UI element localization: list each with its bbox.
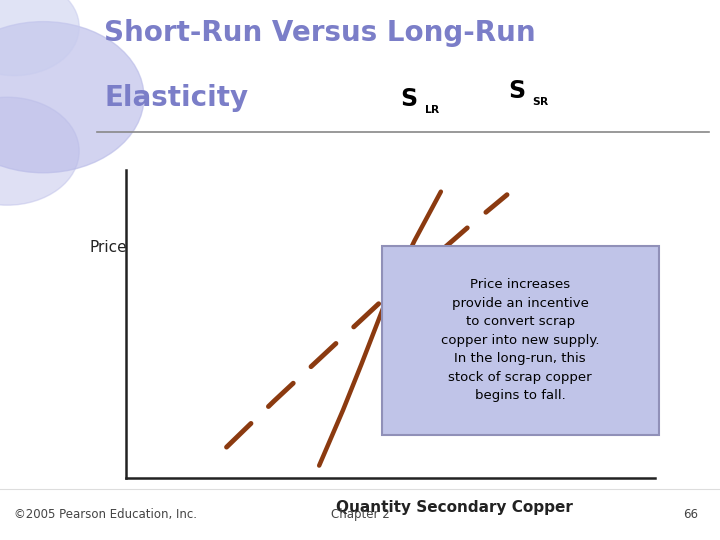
Text: ©2005 Pearson Education, Inc.: ©2005 Pearson Education, Inc. [14,508,197,521]
Circle shape [0,0,79,76]
Circle shape [0,22,144,173]
Text: $\mathbf{{}_{LR}}$: $\mathbf{{}_{LR}}$ [424,101,441,116]
Text: Quantity Secondary Copper: Quantity Secondary Copper [336,500,572,515]
Circle shape [0,97,79,205]
Text: $\mathbf{S}$: $\mathbf{S}$ [508,79,525,103]
FancyBboxPatch shape [382,246,659,435]
Text: Chapter 2: Chapter 2 [330,508,390,521]
Text: Elasticity: Elasticity [104,84,248,112]
Text: Short-Run Versus Long-Run: Short-Run Versus Long-Run [104,19,536,47]
Text: 66: 66 [683,508,698,521]
Text: Price: Price [89,240,127,254]
Text: $\mathbf{S}$: $\mathbf{S}$ [400,87,417,111]
Text: $\mathbf{{}_{SR}}$: $\mathbf{{}_{SR}}$ [532,93,550,108]
Text: Price increases
provide an incentive
to convert scrap
copper into new supply.
In: Price increases provide an incentive to … [441,278,600,402]
